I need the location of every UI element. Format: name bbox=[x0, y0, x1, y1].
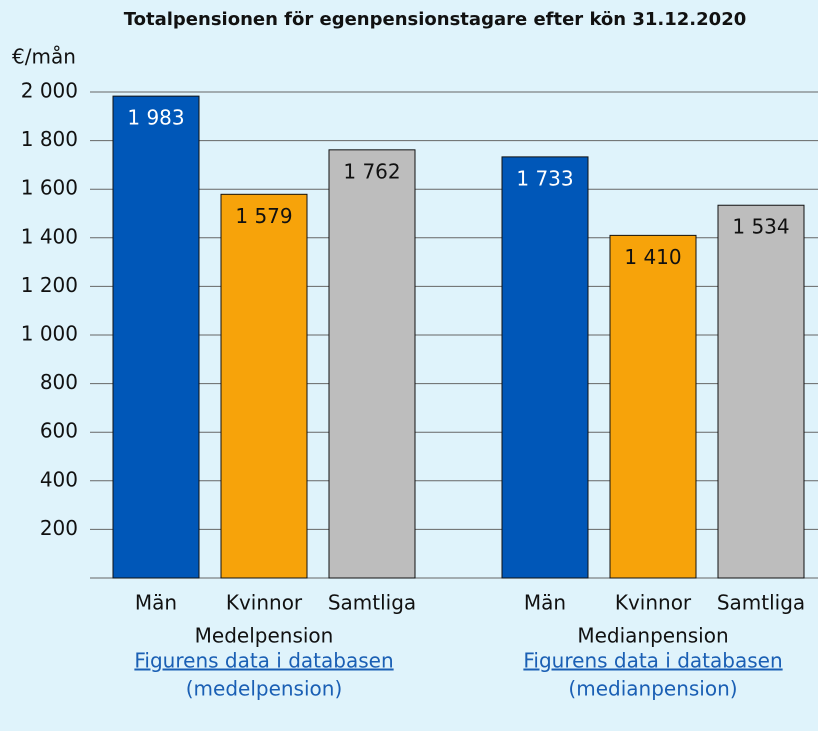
chart-title: Totalpensionen för egenpensionstagare ef… bbox=[124, 9, 747, 30]
x-tick-label: Samtliga bbox=[328, 591, 416, 615]
x-tick-label: Kvinnor bbox=[615, 591, 692, 615]
bar bbox=[609, 234, 697, 579]
data-link-sub: (medelpension) bbox=[186, 677, 343, 701]
x-tick-label: Män bbox=[524, 591, 566, 615]
group-label: Medelpension bbox=[195, 624, 334, 648]
x-tick-label: Män bbox=[135, 591, 177, 615]
value-label: 1 534 bbox=[732, 215, 789, 239]
value-label: 1 579 bbox=[235, 204, 292, 228]
y-tick-label: 1 400 bbox=[21, 224, 78, 248]
x-tick-label: Kvinnor bbox=[226, 591, 303, 615]
x-tick-label: Samtliga bbox=[717, 591, 805, 615]
bar bbox=[328, 149, 416, 579]
value-label: 1 410 bbox=[624, 245, 681, 269]
data-link[interactable]: Figurens data i databasen bbox=[134, 649, 393, 673]
value-label: 1 733 bbox=[516, 166, 573, 190]
y-tick-label: 800 bbox=[40, 370, 78, 394]
data-link[interactable]: Figurens data i databasen bbox=[523, 649, 782, 673]
y-tick-label: 1 200 bbox=[21, 273, 78, 297]
y-tick-label: 1 600 bbox=[21, 176, 78, 200]
y-tick-label: 2 000 bbox=[21, 79, 78, 103]
bar bbox=[501, 156, 589, 579]
group-label: Medianpension bbox=[577, 624, 728, 648]
value-label: 1 983 bbox=[127, 106, 184, 130]
y-tick-label: 600 bbox=[40, 419, 78, 443]
bar bbox=[717, 204, 805, 579]
y-tick-label: 400 bbox=[40, 467, 78, 491]
bar bbox=[112, 95, 200, 579]
bar bbox=[220, 193, 308, 579]
data-link-sub: (medianpension) bbox=[568, 677, 737, 701]
y-unit: €/mån bbox=[12, 45, 76, 69]
value-label: 1 762 bbox=[343, 159, 400, 183]
y-tick-label: 200 bbox=[40, 516, 78, 540]
y-tick-label: 1 000 bbox=[21, 322, 78, 346]
y-tick-label: 1 800 bbox=[21, 127, 78, 151]
